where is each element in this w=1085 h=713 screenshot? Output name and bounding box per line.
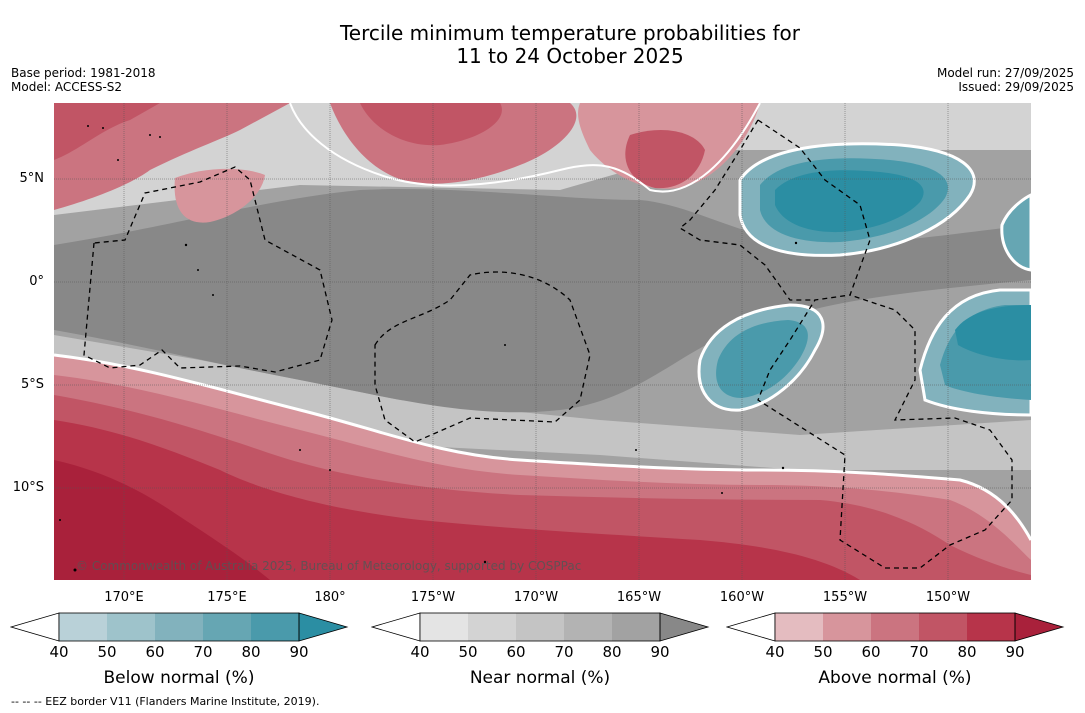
lat-label: 5°S xyxy=(20,377,44,392)
lon-label: 175°E xyxy=(207,590,247,605)
below-normal-patch-east-edge xyxy=(1000,193,1031,272)
lon-label: 175°W xyxy=(410,590,456,605)
colorbar-tick: 50 xyxy=(458,643,478,661)
colorbar-near-swatch xyxy=(468,613,516,641)
colorbar-below-swatch xyxy=(59,613,107,641)
lon-label: 170°W xyxy=(513,590,559,605)
colorbar-near-swatch xyxy=(612,613,660,641)
above-normal-north-central-core xyxy=(360,103,502,146)
colorbar-below-min-arrow xyxy=(10,612,60,642)
lon-label: 160°W xyxy=(719,590,765,605)
colorbar-below-swatch xyxy=(251,613,299,641)
colorbar-tick: 60 xyxy=(145,643,165,661)
colorbar-tick: 60 xyxy=(861,643,881,661)
title-line-2: 11 to 24 October 2025 xyxy=(456,44,684,68)
above-normal-island-patch xyxy=(174,168,265,223)
eez-legend-note: -- -- -- EEZ border V11 (Flanders Marine… xyxy=(11,695,320,708)
colorbar-above-swatch xyxy=(919,613,967,641)
category-boundary-north xyxy=(289,103,761,193)
model-run: Model run: 27/09/2025 xyxy=(936,66,1074,80)
above-normal-south-core xyxy=(54,420,860,580)
colorbar-label-above: Above normal (%) xyxy=(818,668,972,688)
colorbar-tick: 60 xyxy=(506,643,526,661)
colorbar-tick: 50 xyxy=(813,643,833,661)
island-markers xyxy=(59,125,798,572)
above-normal-northwest-core xyxy=(54,103,160,160)
lat-label: 5°N xyxy=(19,171,45,186)
colorbar-below-swatch xyxy=(107,613,155,641)
colorbar-above-max-arrow xyxy=(1014,612,1065,642)
colorbar-tick: 40 xyxy=(410,643,430,661)
run-info: Model run: 27/09/2025 Issued: 29/09/2025 xyxy=(937,66,1074,94)
colorbar-tick: 70 xyxy=(193,643,213,661)
eez-borders xyxy=(83,119,1013,569)
colorbar-near-swatch xyxy=(516,613,564,641)
colorbar-near-normal xyxy=(371,612,710,642)
colorbar-near-swatch xyxy=(564,613,612,641)
below-normal-patch-north-core xyxy=(775,170,924,233)
colorbar-tick: 90 xyxy=(650,643,670,661)
colorbar-tick: 70 xyxy=(909,643,929,661)
colorbar-tick: 80 xyxy=(241,643,261,661)
model-name: Model: ACCESS-S2 xyxy=(11,80,123,94)
colorbar-above-swatch xyxy=(775,613,823,641)
colorbar-near-min-arrow xyxy=(371,612,421,642)
colorbar-tick: 70 xyxy=(554,643,574,661)
lon-label: 155°W xyxy=(822,590,868,605)
colorbar-near-max-arrow xyxy=(659,612,710,642)
map-fields xyxy=(54,103,1031,580)
title-line-1: Tercile minimum temperature probabilitie… xyxy=(339,21,801,45)
colorbar-tick: 90 xyxy=(289,643,309,661)
above-normal-north-east-core xyxy=(625,130,705,189)
colorbar-label-below: Below normal (%) xyxy=(103,668,255,688)
colorbar-above-swatch xyxy=(967,613,1015,641)
above-normal-northwest xyxy=(54,103,290,210)
colorbar-near-swatch xyxy=(420,613,468,641)
category-boundary-south xyxy=(54,353,1031,541)
lat-label: 10°S xyxy=(12,480,44,495)
chart-title: Tercile minimum temperature probabilitie… xyxy=(0,22,1085,68)
colorbar-tick: 80 xyxy=(602,643,622,661)
colorbar-above-swatch xyxy=(871,613,919,641)
graticule xyxy=(54,103,1031,580)
colorbar-below-max-arrow xyxy=(298,612,349,642)
colorbar-tick: 40 xyxy=(49,643,69,661)
model-info: Base period: 1981-2018 Model: ACCESS-S2 xyxy=(11,66,156,94)
colorbar-label-near: Near normal (%) xyxy=(469,668,611,688)
colorbar-below-swatch xyxy=(155,613,203,641)
lon-label: 165°W xyxy=(616,590,662,605)
colorbar-tick: 50 xyxy=(97,643,117,661)
above-normal-south-max xyxy=(54,460,270,580)
below-normal-patch-south-east-core xyxy=(955,305,1031,361)
colorbar-below-normal xyxy=(10,612,349,642)
lon-label: 180° xyxy=(314,590,346,605)
colorbar-above-swatch xyxy=(823,613,871,641)
colorbar-above-min-arrow xyxy=(726,612,776,642)
issued-date: Issued: 29/09/2025 xyxy=(958,80,1074,94)
lon-label: 150°W xyxy=(925,590,971,605)
below-normal-patch-south-west-core xyxy=(716,320,808,398)
copyright-notice: © Commonwealth of Australia 2025, Bureau… xyxy=(76,559,582,573)
colorbar-tick: 80 xyxy=(957,643,977,661)
lat-label: 0° xyxy=(29,274,44,289)
colorbar-below-swatch xyxy=(203,613,251,641)
base-period: Base period: 1981-2018 xyxy=(11,66,156,80)
colorbar-above-normal xyxy=(726,612,1065,642)
colorbar-tick: 90 xyxy=(1005,643,1025,661)
near-normal-light-band-south xyxy=(54,335,1031,470)
near-normal-light-band xyxy=(54,103,1031,215)
colorbar-tick: 40 xyxy=(765,643,785,661)
lon-label: 170°E xyxy=(104,590,144,605)
